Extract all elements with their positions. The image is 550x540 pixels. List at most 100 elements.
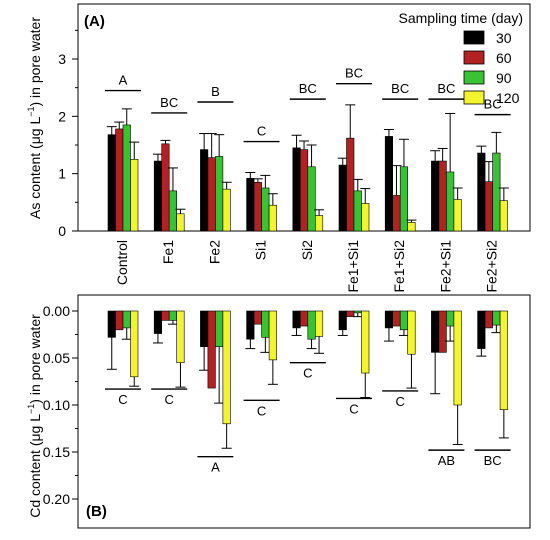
panel-b-bar-si1-day-120 <box>268 310 277 361</box>
panel-b-y-tick-label: 0.00 <box>43 303 70 319</box>
panel-b-bar-fe1-si1-day-120 <box>361 310 370 374</box>
panel-a-bar-si2-day-90 <box>307 166 316 232</box>
panel-a-letter-control: A <box>119 73 128 88</box>
panel-a-bar-fe1-day-120 <box>176 213 185 232</box>
panel-a-bar-fe2-si1-day-60 <box>438 160 447 232</box>
panel-a-y-tick-label: 1 <box>58 166 66 182</box>
panel-b-bar-control-day-120 <box>130 310 139 378</box>
legend-swatch-day-60 <box>463 50 485 65</box>
panel-a-bar-fe1-si1-day-60 <box>346 137 355 232</box>
panel-a-y-tick-label: 3 <box>58 51 66 67</box>
panel-a-letter-fe2-si1: BC <box>437 81 455 96</box>
panel-a-letter-fe1: BC <box>160 95 178 110</box>
panel-a-bar-fe2-si1-day-90 <box>446 171 455 232</box>
category-label-si2: Si2 <box>299 240 315 260</box>
panel-a-y-axis-label: As content (μg L−1) in pore water <box>26 17 43 219</box>
panel-b-letter-fe2-si2: BC <box>484 453 502 468</box>
panel-b-bar-fe1-si2-day-60 <box>392 310 401 327</box>
panel-b-bar-fe1-si2-day-30 <box>384 310 394 329</box>
panel-b-letter-si2: C <box>303 366 312 381</box>
panel-a-bar-si2-day-120 <box>314 215 324 232</box>
panel-a-letter-fe2: B <box>211 84 220 99</box>
panel-b-bar-fe2-si2-day-30 <box>477 310 486 349</box>
panel-a-bar-si1-day-60 <box>253 181 262 232</box>
panel-b-letter-fe1-si2: C <box>396 394 405 409</box>
panel-b-bar-fe2-si2-day-120 <box>499 310 508 410</box>
panel-b-bar-fe2-si1-day-60 <box>438 310 447 353</box>
category-labels: Control Fe1 Fe2 Si1 Si2 Fe1+Si1 Fe1+Si2 Fe2+Si1… <box>114 240 500 293</box>
panel-b-bar-si2-day-60 <box>299 310 309 327</box>
panel-a-bar-fe1-si2-day-30 <box>384 136 394 232</box>
panel-a-bar-fe2-si1-day-30 <box>431 160 440 232</box>
panel-a-bar-fe1-day-30 <box>153 160 162 232</box>
panel-b-significance-letters: C C A C C C C AB BC <box>105 362 511 475</box>
panel-b-bar-fe1-si1-day-60 <box>346 310 355 317</box>
panel-b-letter-control: C <box>118 392 127 407</box>
panel-a-y-tick-label: 2 <box>58 108 66 124</box>
panel-b-letter-fe1: C <box>165 392 174 407</box>
legend-label-day-60: 60 <box>496 50 512 66</box>
legend-swatch-day-30 <box>463 30 485 45</box>
panel-a-bar-fe2-day-120 <box>222 188 231 232</box>
panel-a-label: (A) <box>84 13 105 30</box>
panel-b-bar-fe2-day-30 <box>200 310 209 348</box>
panel-b-letter-fe2-si1: AB <box>438 453 455 468</box>
panel-b-bar-fe2-day-90 <box>215 310 224 348</box>
category-label-fe1: Fe1 <box>160 240 176 264</box>
panel-b-y-tick-label: 0.10 <box>43 397 70 413</box>
panel-a-letter-fe1-si1: BC <box>345 66 363 81</box>
panel-a-bar-fe1-si2-day-90 <box>399 166 409 232</box>
panel-b-bar-fe1-si2-day-120 <box>407 310 416 355</box>
legend-label-day-120: 120 <box>496 90 520 106</box>
panel-b-bar-fe1-si1-day-90 <box>353 310 362 314</box>
panel-b-bar-si2-day-90 <box>307 310 316 340</box>
panel-a-bar-si1-day-120 <box>268 204 277 232</box>
panel-b-bar-fe1-day-30 <box>153 310 162 334</box>
panel-a-bar-control-day-90 <box>122 124 131 232</box>
panel-b-frame <box>77 294 531 529</box>
category-label-fe1-si2: Fe1+Si2 <box>391 240 407 293</box>
panel-b-bar-si2-day-30 <box>292 310 301 329</box>
panel-b-bar-si1-day-90 <box>261 310 270 338</box>
panel-a-bar-fe2-day-60 <box>207 157 216 232</box>
panel-b-bar-fe1-day-60 <box>161 310 170 321</box>
panel-a-bar-fe1-si2-day-60 <box>392 195 401 232</box>
panel-a-bar-si2-day-60 <box>299 149 309 232</box>
panel-b-bar-si2-day-120 <box>314 310 324 337</box>
panel-b-bar-fe2-si2-day-90 <box>492 310 501 326</box>
panel-b-bar-control-day-60 <box>115 310 124 331</box>
panel-b-bar-fe1-day-90 <box>168 310 177 321</box>
panel-a-bar-si2-day-30 <box>292 147 301 232</box>
legend-swatch-day-90 <box>463 70 485 85</box>
panel-b-bar-fe1-si2-day-90 <box>399 310 409 331</box>
legend-title: Sampling time (day) <box>399 10 524 26</box>
panel-a-bar-fe1-si1-day-90 <box>353 190 362 232</box>
panel-b-bar-fe2-day-60 <box>207 310 216 389</box>
panel-b-bar-si1-day-60 <box>253 310 262 325</box>
category-label-fe2-si1: Fe2+Si1 <box>437 240 453 293</box>
panel-b-bars <box>106 310 509 449</box>
panel-a-bar-fe2-si2-day-90 <box>492 152 501 232</box>
panel-a-bar-si1-day-90 <box>261 187 270 232</box>
panel-b-y-tick-label: 0.20 <box>43 491 70 507</box>
legend-swatch-day-120 <box>463 90 485 105</box>
panel-a-letter-si1: C <box>257 124 266 139</box>
panel-b-letter-si1: C <box>257 403 266 418</box>
panel-a-letter-si2: BC <box>299 81 317 96</box>
panel-b-bar-si1-day-30 <box>246 310 255 340</box>
category-label-fe2-si2: Fe2+Si2 <box>484 240 500 293</box>
category-label-fe1-si1: Fe1+Si1 <box>345 240 361 293</box>
category-label-fe2: Fe2 <box>206 240 222 264</box>
panel-a-bar-fe2-si2-day-120 <box>499 200 508 232</box>
panel-b-bar-control-day-30 <box>107 310 116 338</box>
panel-b-bar-fe1-si1-day-30 <box>338 310 347 331</box>
panel-b-label: (B) <box>86 503 107 520</box>
panel-b-bar-fe2-si1-day-90 <box>446 310 455 327</box>
panel-b-y-tick-label: 0.15 <box>43 444 70 460</box>
legend-label-day-30: 30 <box>496 30 512 46</box>
panel-a-bar-fe1-si1-day-30 <box>338 164 347 232</box>
panel-a-bar-control-day-120 <box>130 159 139 232</box>
panel-a-letter-fe2-si2: BC <box>484 97 502 112</box>
panel-a-y-tick-label: 0 <box>58 223 66 239</box>
